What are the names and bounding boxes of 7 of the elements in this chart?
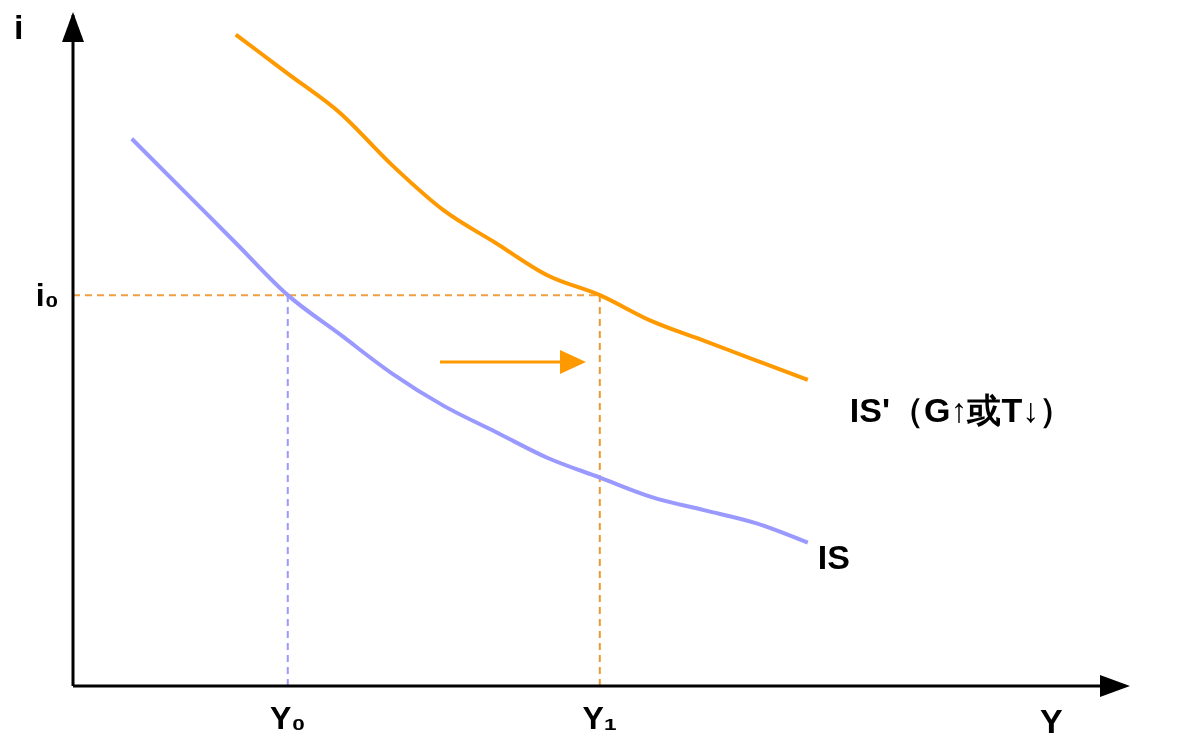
x-tick-label: Y₀ — [269, 699, 306, 736]
series-label: IS'（G↑或T↓） — [849, 390, 1074, 429]
x-tick-label: Y₁ — [582, 699, 618, 736]
ref-line-label: i₀ — [35, 277, 59, 314]
y-axis-title: i — [14, 8, 24, 47]
x-axis-title: Y — [1040, 702, 1063, 741]
series-label: IS — [817, 537, 850, 576]
